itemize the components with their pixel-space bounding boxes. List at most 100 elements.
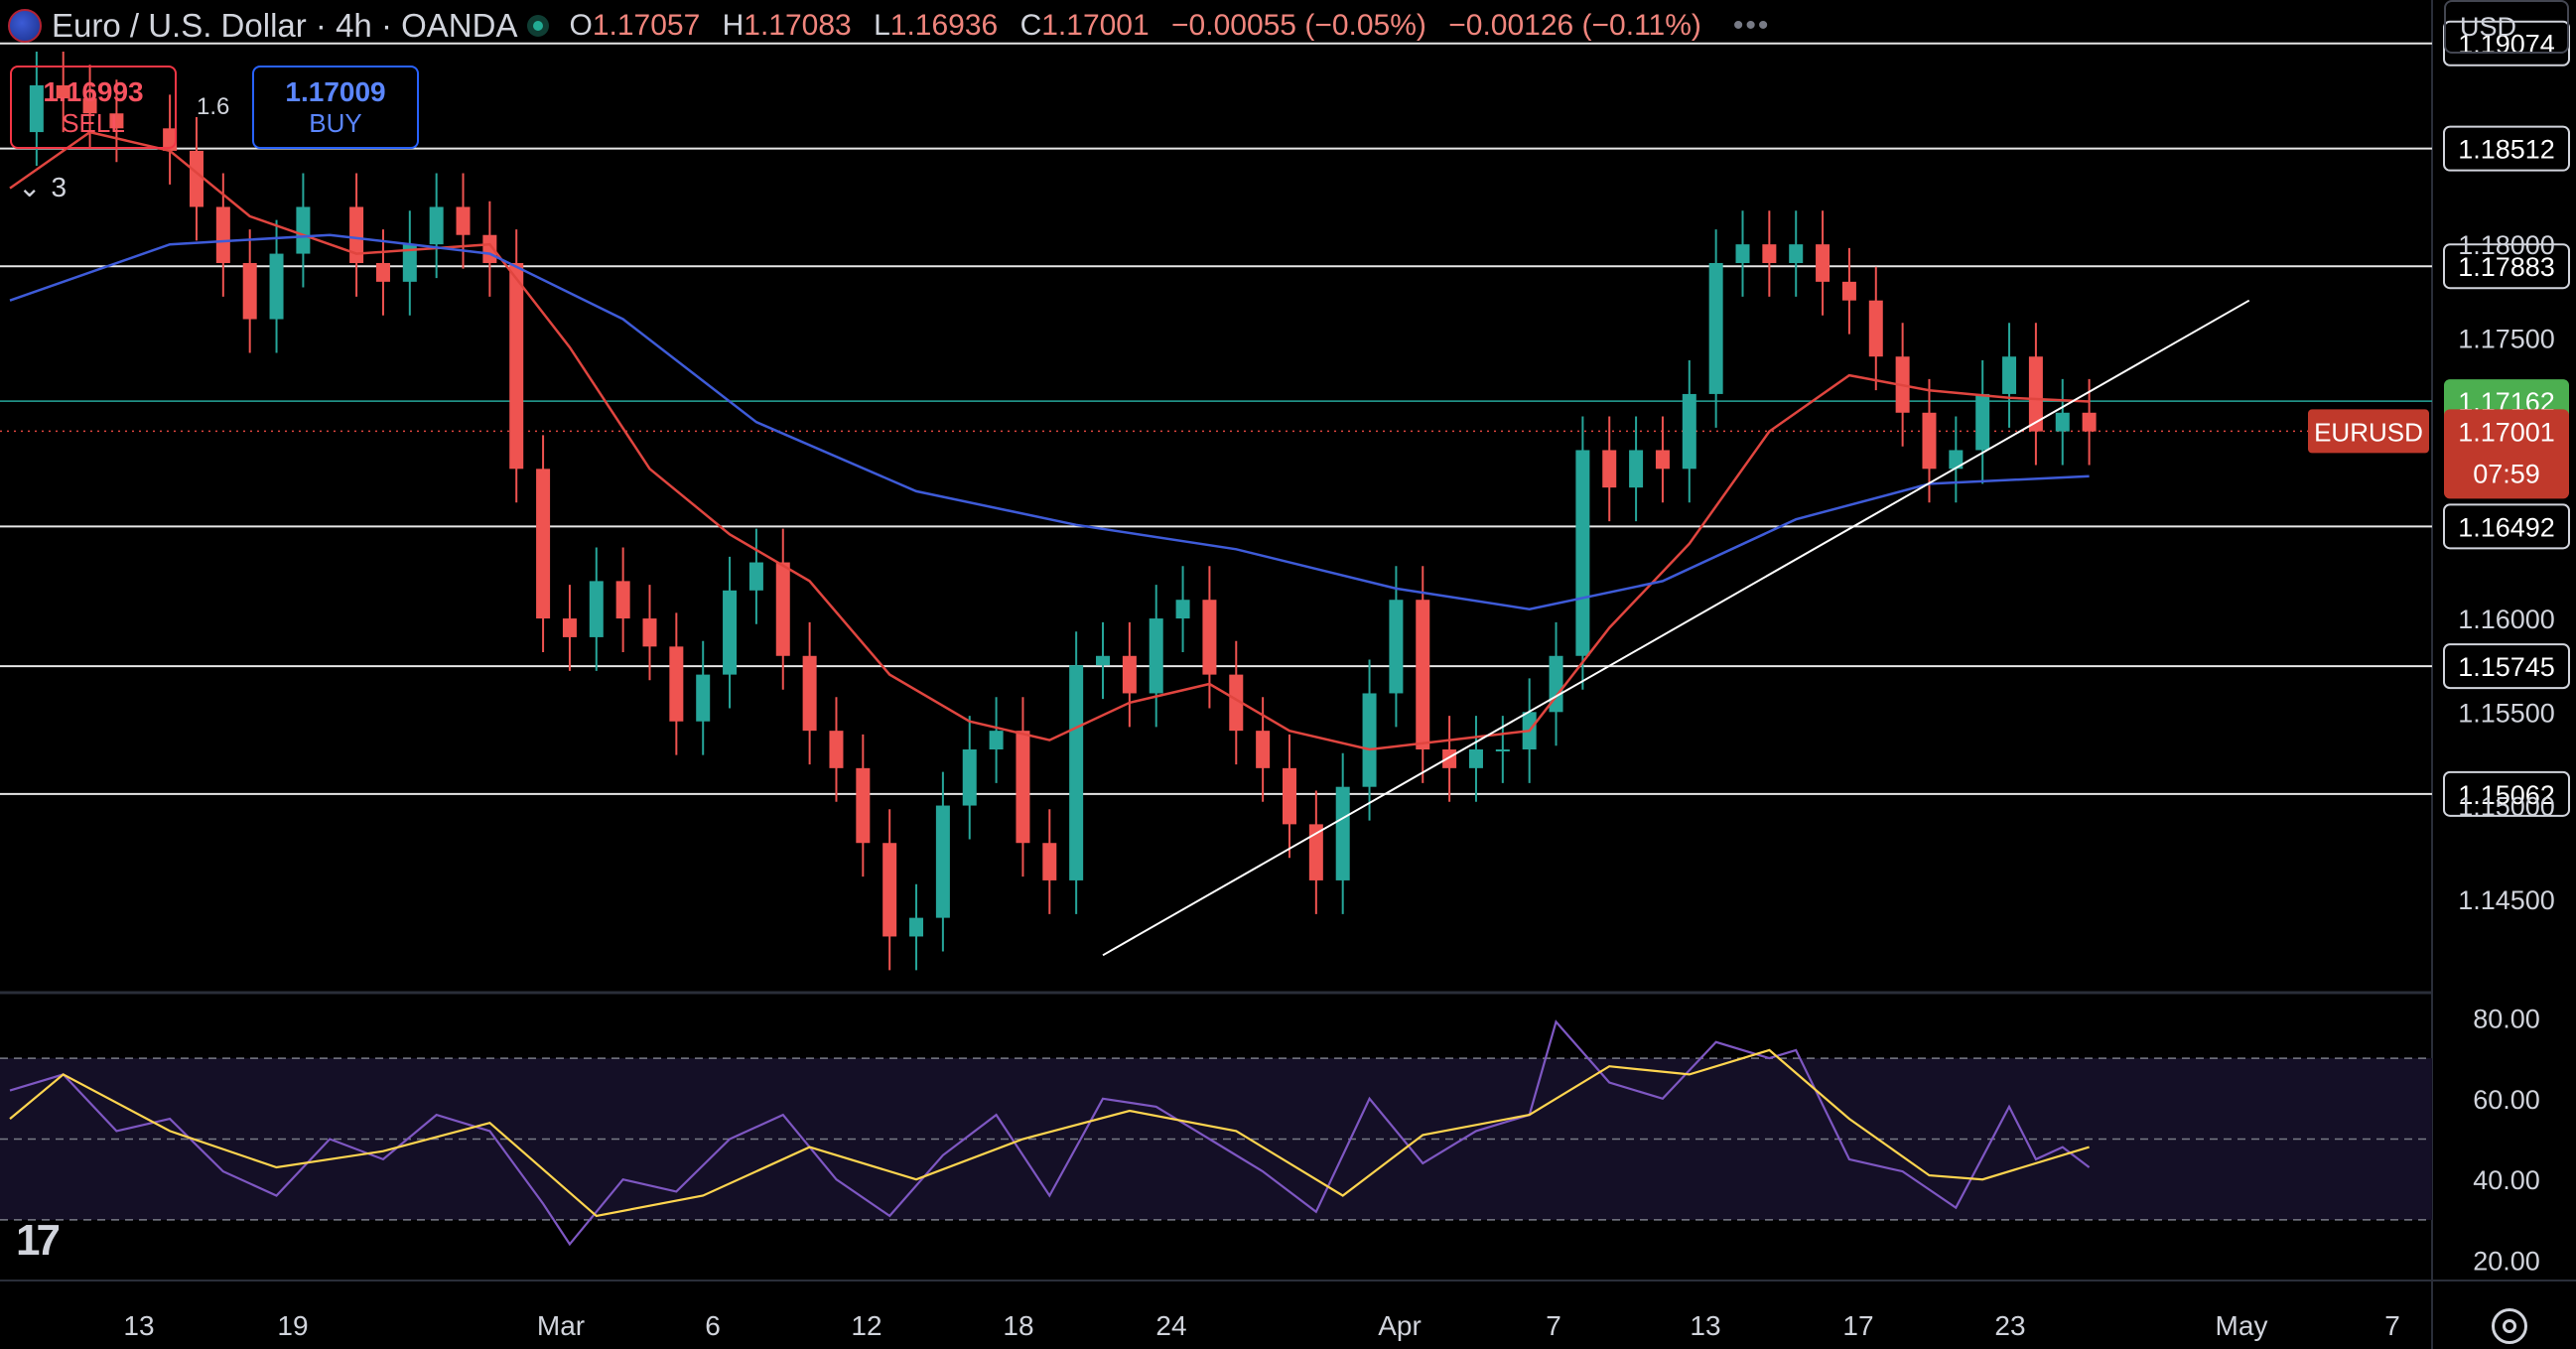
candle-body [1868, 300, 1883, 357]
candle-body [1069, 665, 1084, 880]
time-tick: 6 [705, 1310, 721, 1341]
level-label: 1.17883 [2458, 252, 2555, 282]
candle-body [456, 206, 471, 235]
countdown-label: 07:59 [2473, 459, 2540, 488]
candle-body [1308, 824, 1323, 880]
level-label: 1.19074 [2458, 30, 2555, 60]
symbol-tag-box [2308, 409, 2429, 454]
sell-price: 1.16993 [43, 75, 144, 107]
rsi-tick: 40.00 [2473, 1165, 2540, 1195]
level-label: 1.15062 [2458, 780, 2555, 810]
level-label-box [2443, 243, 2570, 290]
time-tick: May [2216, 1310, 2268, 1341]
candle-body [642, 618, 657, 647]
candle-body [615, 581, 630, 619]
candle-body [1575, 450, 1590, 656]
candle-body [56, 84, 70, 99]
tradingview-logo-icon: 17 [16, 1216, 61, 1265]
last-price-label: 1.17001 [2458, 417, 2555, 447]
candle-body [1735, 244, 1750, 263]
candle-body [215, 206, 230, 263]
candle-body [1922, 412, 1937, 470]
candle-body [402, 244, 417, 282]
candle-body [1789, 244, 1804, 263]
candle-body [1335, 786, 1350, 880]
candle-body [1816, 244, 1830, 282]
candle-body [349, 206, 364, 263]
ma-slow-line [9, 233, 2090, 610]
candle-body [723, 590, 738, 675]
settings-gear-icon[interactable] [2492, 1308, 2527, 1344]
candle-body [562, 618, 577, 637]
candle-body [856, 767, 871, 844]
candle-body [2002, 356, 2017, 394]
buy-button[interactable]: 1.17009 BUY [252, 66, 419, 149]
candle-body [1362, 693, 1377, 787]
symbol-title[interactable]: Euro / U.S. Dollar · 4h · OANDA [52, 7, 518, 44]
eurusd-flag-icon [8, 9, 42, 43]
candle-body [775, 562, 790, 656]
time-tick: 13 [1690, 1310, 1720, 1341]
candle-body [882, 843, 897, 937]
candle-body [589, 581, 604, 637]
rsi-tick: 20.00 [2473, 1247, 2540, 1277]
sell-button[interactable]: 1.16993 SELL [10, 66, 177, 149]
change-value-2: −0.00126 (−0.11%) [1448, 9, 1701, 42]
candle-body [1175, 600, 1190, 619]
candle-body [1629, 450, 1644, 488]
candle-body [1042, 843, 1057, 880]
candle-body [1468, 749, 1483, 768]
candle-body [1949, 450, 1964, 470]
candle-body [1122, 655, 1137, 694]
level-label-box [2443, 125, 2570, 172]
candle-body [1975, 393, 1990, 451]
level-label: 1.18512 [2458, 135, 2555, 165]
candle-body [802, 655, 817, 732]
candle-body [429, 206, 444, 245]
buy-label: BUY [309, 107, 362, 138]
candle-body [269, 253, 284, 320]
candle-body [1841, 281, 1856, 301]
rsi-tick: 60.00 [2473, 1085, 2540, 1115]
market-open-icon [527, 15, 550, 37]
candle-body [2055, 412, 2070, 432]
trendline [1102, 299, 2250, 957]
price-tick: 1.18000 [2458, 230, 2555, 260]
rsi-ma-line [9, 1048, 2090, 1218]
candle-body [2082, 412, 2097, 432]
price-tick: 1.15000 [2458, 792, 2555, 822]
indicators-collapse[interactable]: ⌄ 3 [18, 171, 67, 203]
change-value: −0.00055 (−0.05%) [1171, 9, 1426, 42]
level-label: 1.16492 [2458, 512, 2555, 542]
candle-body [82, 98, 97, 114]
price-tick: 1.16000 [2458, 605, 2555, 634]
time-tick: 24 [1155, 1310, 1186, 1341]
candle-body [748, 562, 763, 591]
time-tick: 7 [2384, 1310, 2400, 1341]
candle-body [1389, 600, 1404, 694]
candle-body [109, 113, 124, 129]
indicator-count: 3 [51, 171, 68, 202]
candle-body [669, 646, 684, 722]
candle-body [242, 263, 257, 320]
price-tick: 1.15500 [2458, 698, 2555, 728]
candle-body [536, 469, 551, 619]
chevron-down-icon: ⌄ [18, 172, 42, 202]
candle-body [2028, 356, 2043, 432]
more-icon[interactable]: ••• [1732, 9, 1771, 42]
candle-body [962, 749, 977, 806]
spread-value: 1.6 [197, 93, 230, 120]
candle-body [1762, 244, 1777, 263]
candle-body [909, 917, 924, 937]
time-tick: 17 [1842, 1310, 1873, 1341]
level-label-box [2443, 770, 2570, 817]
buy-price: 1.17009 [285, 75, 386, 107]
currency-select[interactable]: USD [2444, 0, 2569, 54]
time-tick: 18 [1003, 1310, 1033, 1341]
candle-body [189, 150, 203, 207]
candle-body [829, 731, 844, 768]
candle-body [1708, 263, 1723, 394]
candle-body [29, 84, 44, 133]
candle-body [1495, 749, 1510, 751]
